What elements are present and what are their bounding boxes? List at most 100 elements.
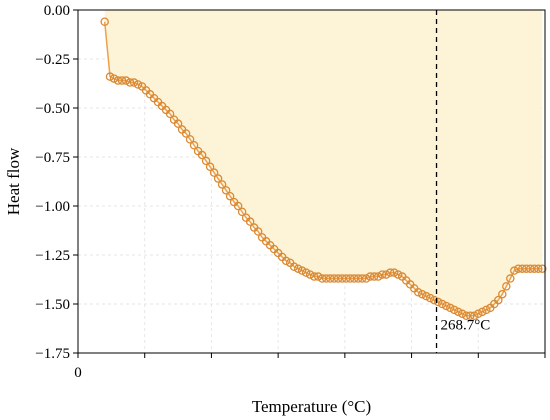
data-point — [181, 129, 191, 138]
data-point — [361, 274, 371, 283]
y-tick-label: −1.00 — [35, 199, 70, 215]
y-tick-label: 0.00 — [44, 3, 70, 19]
data-point — [125, 78, 135, 87]
plot-frame — [77, 9, 546, 354]
data-point — [301, 268, 311, 277]
data-point — [293, 264, 303, 273]
data-point — [498, 289, 507, 299]
data-point — [185, 135, 195, 144]
data-point — [305, 270, 315, 279]
data-point — [365, 272, 375, 281]
data-point — [129, 78, 139, 87]
data-point — [369, 272, 379, 281]
data-point — [506, 274, 515, 283]
data-point — [534, 264, 543, 273]
x-axis-title: Temperature (°C) — [252, 397, 371, 416]
data-point — [381, 270, 391, 279]
data-point — [317, 274, 327, 283]
data-point — [385, 268, 395, 277]
data-point — [165, 109, 175, 119]
data-point — [530, 264, 539, 273]
data-point — [430, 295, 439, 305]
data-point — [221, 186, 231, 195]
data-point — [518, 264, 527, 273]
data-point — [454, 307, 463, 317]
series-markers — [100, 17, 547, 321]
data-point — [446, 303, 455, 313]
data-point — [510, 266, 519, 275]
data-point — [113, 76, 123, 85]
data-point — [462, 311, 471, 321]
data-point — [121, 76, 131, 85]
data-point — [309, 272, 319, 281]
data-point — [213, 174, 223, 183]
data-point — [502, 282, 511, 291]
data-point — [522, 264, 531, 273]
data-point — [281, 256, 291, 266]
data-point — [421, 291, 431, 301]
data-point — [225, 191, 235, 201]
data-point — [494, 295, 503, 305]
area-fill — [104, 10, 543, 316]
data-point — [466, 311, 475, 321]
data-point — [470, 311, 479, 321]
data-point — [313, 272, 323, 281]
data-point — [173, 119, 183, 128]
data-point — [117, 76, 127, 85]
data-point — [337, 274, 347, 283]
y-tick-label: −1.25 — [35, 248, 70, 264]
data-point — [413, 287, 423, 297]
data-point — [442, 301, 451, 311]
data-point — [373, 272, 383, 281]
data-point — [289, 262, 299, 272]
data-point — [341, 274, 351, 283]
data-point — [458, 309, 467, 319]
data-point — [237, 207, 247, 217]
data-point — [450, 305, 459, 315]
data-point — [333, 274, 343, 283]
data-point — [209, 168, 219, 177]
data-point — [514, 264, 523, 273]
data-point — [217, 180, 227, 189]
data-point — [357, 274, 367, 283]
annotation-label: 268.7°C — [441, 317, 491, 333]
y-tick-label: −0.75 — [35, 150, 70, 166]
x-tick-label: 0 — [74, 365, 82, 381]
data-point — [438, 299, 447, 309]
y-tick-label: −1.50 — [35, 297, 70, 313]
data-point — [189, 140, 199, 150]
data-point — [426, 293, 435, 303]
data-point — [201, 156, 211, 166]
data-point — [100, 17, 109, 27]
data-point — [253, 227, 263, 236]
data-point — [434, 297, 443, 307]
data-point — [482, 305, 491, 315]
data-point — [353, 274, 363, 283]
data-point — [526, 264, 535, 273]
data-point — [393, 270, 403, 279]
data-point — [197, 150, 207, 160]
y-tick-label: −1.75 — [35, 346, 70, 362]
y-tick-label: −0.25 — [35, 52, 70, 68]
data-point — [474, 309, 483, 319]
y-tick-label: −0.50 — [35, 101, 70, 117]
data-point — [325, 274, 335, 283]
data-point — [105, 72, 115, 81]
y-axis-ticks: 0.00 −0.25 −0.50 −0.75 −1.00 −1.25 −1.50 −1.75 — [35, 3, 78, 362]
data-point — [233, 201, 243, 211]
data-point — [321, 274, 331, 283]
data-point — [345, 274, 355, 283]
data-point — [297, 266, 307, 275]
data-point — [478, 307, 487, 317]
data-point — [349, 274, 359, 283]
data-point — [377, 270, 387, 279]
y-axis-title: Heat flow — [4, 147, 23, 215]
data-point — [205, 162, 215, 172]
data-point — [389, 268, 399, 277]
data-point — [109, 74, 119, 83]
data-point — [417, 289, 427, 299]
x-axis-ticks: 0 — [74, 353, 546, 381]
data-point — [329, 274, 339, 283]
data-point — [538, 264, 547, 273]
